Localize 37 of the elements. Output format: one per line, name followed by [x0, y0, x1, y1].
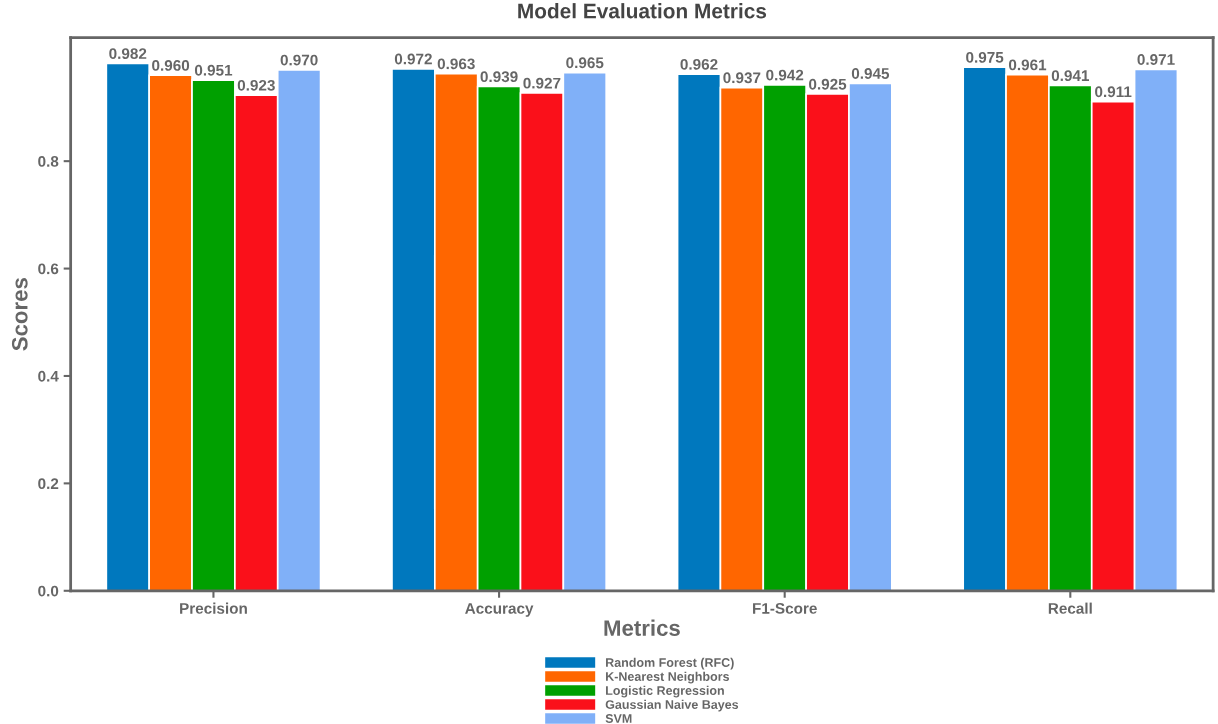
x-tick-label: F1-Score [753, 602, 817, 614]
data-label: 0.911 [1095, 86, 1132, 98]
data-label: 0.963 [437, 58, 475, 70]
data-label: 0.972 [394, 53, 432, 65]
legend-label: Logistic Regression [606, 685, 724, 698]
y-tick-label: 0.2 [38, 478, 59, 490]
y-axis-title: Scores [11, 278, 28, 351]
data-label: 0.941 [1051, 70, 1090, 82]
data-label: 0.961 [1008, 59, 1047, 71]
y-tick-label: 0.6 [38, 263, 59, 275]
data-label: 0.965 [566, 57, 604, 69]
data-label: 0.937 [723, 72, 761, 84]
y-tick-label: 0.0 [38, 585, 59, 597]
data-label: 0.971 [1137, 54, 1175, 65]
data-label: 0.942 [766, 69, 804, 81]
legend-label: Random Forest (RFC) [606, 657, 734, 670]
data-label: 0.982 [109, 48, 147, 60]
data-label: 0.925 [809, 78, 847, 90]
legend-label: SVM [605, 714, 632, 723]
x-tick-label: Accuracy [465, 603, 534, 617]
data-label: 0.945 [851, 68, 890, 79]
legend-label: K-Nearest Neighbors [606, 671, 730, 684]
data-label: 0.960 [152, 60, 190, 71]
data-label: 0.923 [237, 79, 275, 91]
data-label: 0.975 [966, 51, 1004, 63]
x-tick-label: Recall [1048, 602, 1092, 614]
y-tick-label: 0.8 [38, 156, 59, 167]
x-tick-label: Precision [180, 602, 247, 614]
data-label: 0.927 [523, 77, 561, 89]
data-label: 0.939 [480, 71, 518, 83]
data-label: 0.962 [680, 58, 718, 70]
y-tick-label: 0.4 [38, 370, 59, 382]
legend-label: Gaussian Naive Bayes [605, 699, 739, 712]
x-axis-title: Metrics [604, 619, 680, 636]
chart-title: Model Evaluation Metrics [518, 3, 767, 19]
data-label: 0.951 [194, 64, 233, 76]
data-label: 0.970 [280, 54, 318, 66]
